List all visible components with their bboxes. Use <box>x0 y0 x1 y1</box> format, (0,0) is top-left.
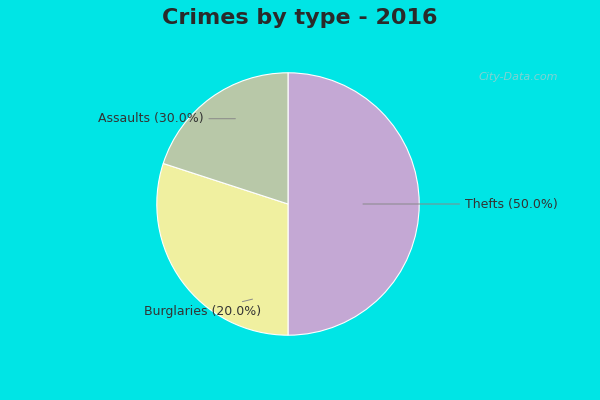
Wedge shape <box>157 164 288 335</box>
Wedge shape <box>288 73 419 335</box>
Text: City-Data.com: City-Data.com <box>479 72 558 82</box>
Text: Crimes by type - 2016: Crimes by type - 2016 <box>162 8 438 28</box>
Text: Burglaries (20.0%): Burglaries (20.0%) <box>143 299 261 318</box>
Text: Assaults (30.0%): Assaults (30.0%) <box>98 112 235 125</box>
Text: Thefts (50.0%): Thefts (50.0%) <box>363 198 558 210</box>
Wedge shape <box>163 73 288 204</box>
